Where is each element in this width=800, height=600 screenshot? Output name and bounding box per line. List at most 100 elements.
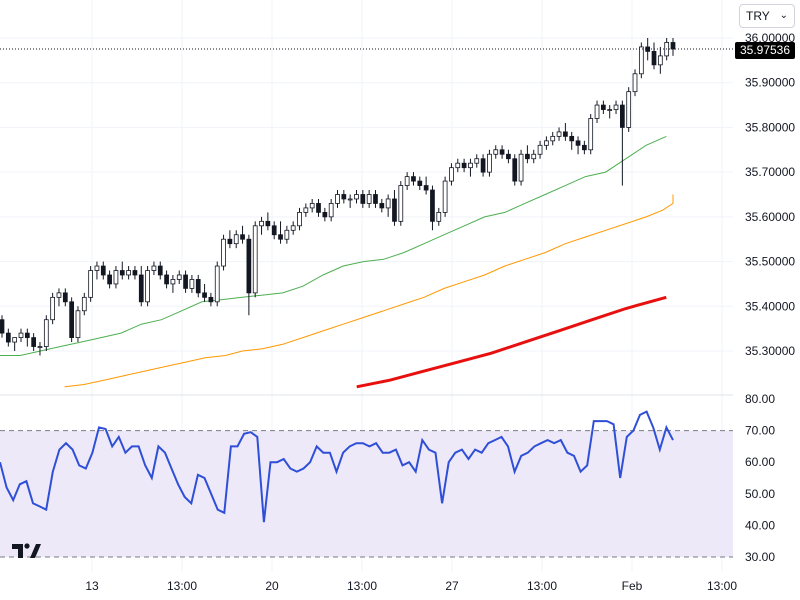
candle-body [499, 149, 505, 155]
candle-body [341, 194, 347, 200]
candle [455, 158, 461, 173]
chevron-down-icon: ⌄ [779, 10, 788, 21]
candle [176, 270, 182, 284]
candle [575, 136, 581, 155]
candle [582, 140, 587, 155]
candle-body [474, 158, 480, 164]
candle-body [366, 194, 372, 204]
price-axis: 36.00000 35.90000 35.80000 35.70000 35.60000… [745, 31, 795, 358]
candle [493, 145, 499, 159]
candle [31, 333, 37, 351]
candle-body [284, 229, 290, 240]
candle-body [645, 46, 651, 52]
candle-body [18, 332, 24, 338]
candle [259, 216, 264, 235]
candle-body [449, 167, 454, 182]
candle [442, 176, 448, 217]
candle [518, 149, 524, 186]
candle [544, 136, 549, 150]
candle [360, 190, 366, 208]
y-tick-label: 35.60000 [745, 210, 795, 224]
candle-body [88, 270, 93, 298]
candle [252, 221, 258, 298]
candle [404, 172, 410, 191]
candle [537, 140, 543, 159]
candle [645, 38, 651, 61]
rsi-tick-label: 50.00 [745, 487, 775, 501]
rsi-tick-label: 40.00 [745, 518, 775, 532]
rsi-tick-label: 70.00 [745, 424, 775, 438]
candle [208, 292, 214, 307]
candle-body [126, 270, 131, 276]
candle [290, 221, 296, 235]
candle [18, 328, 24, 343]
candle [607, 105, 613, 119]
candle [233, 230, 239, 249]
candle [392, 190, 397, 226]
candle-body [563, 131, 568, 137]
candle-body [430, 189, 435, 222]
candle [12, 337, 18, 351]
candle-body [132, 270, 138, 276]
candle-body [195, 279, 201, 294]
candle-body [582, 144, 587, 151]
candle-body [100, 265, 106, 276]
rsi-axis: 80.00 70.00 60.00 50.00 40.00 30.00 [745, 392, 775, 564]
candle [37, 342, 43, 356]
candle [423, 176, 429, 195]
candle [531, 149, 537, 164]
candle [651, 42, 657, 70]
y-tick-label: 35.30000 [745, 344, 795, 358]
candle-body [322, 211, 328, 218]
candle [297, 207, 302, 231]
candle [309, 198, 315, 213]
candle-body [398, 185, 404, 222]
tradingview-logo-icon[interactable] [10, 541, 42, 561]
y-tick-label: 35.40000 [745, 299, 795, 313]
candle [303, 203, 309, 217]
candle [164, 270, 169, 289]
candle-body [404, 176, 410, 186]
candle [499, 145, 505, 159]
candle [563, 122, 568, 141]
candle-body [525, 153, 530, 160]
candle [436, 207, 442, 226]
y-tick-label: 35.90000 [745, 76, 795, 90]
candle-body [468, 162, 473, 169]
candle-body [506, 153, 511, 160]
candle-body [227, 238, 233, 245]
candle [556, 127, 562, 141]
candle-body [202, 292, 207, 298]
x-tick-label: 13:00 [347, 579, 377, 593]
candle-body [354, 194, 359, 200]
candle-body [297, 211, 302, 227]
candle [385, 194, 391, 217]
rsi-line [0, 410, 674, 523]
candle-body [373, 194, 378, 204]
candle-body [94, 265, 100, 271]
candle-body [632, 73, 638, 93]
rsi-tick-label: 80.00 [745, 392, 775, 406]
candle [417, 176, 423, 191]
candle-body [550, 135, 556, 142]
candle [157, 261, 163, 280]
candle-body [531, 153, 537, 160]
candle [75, 306, 81, 343]
candle-body [271, 225, 277, 236]
currency-selector[interactable]: TRY ⌄ [739, 4, 795, 28]
candle-body [81, 296, 87, 312]
y-tick-label: 36.00000 [745, 31, 795, 45]
candle-body [436, 211, 442, 222]
candle-body [619, 104, 625, 128]
candle [347, 194, 353, 208]
candle [183, 270, 188, 293]
candle [62, 288, 68, 307]
candle-body [638, 46, 644, 75]
candle-body [69, 301, 74, 338]
candle-body [252, 225, 258, 294]
candle-body [670, 42, 676, 50]
candle [341, 190, 347, 204]
candle [81, 292, 87, 316]
candle-body [221, 238, 226, 267]
